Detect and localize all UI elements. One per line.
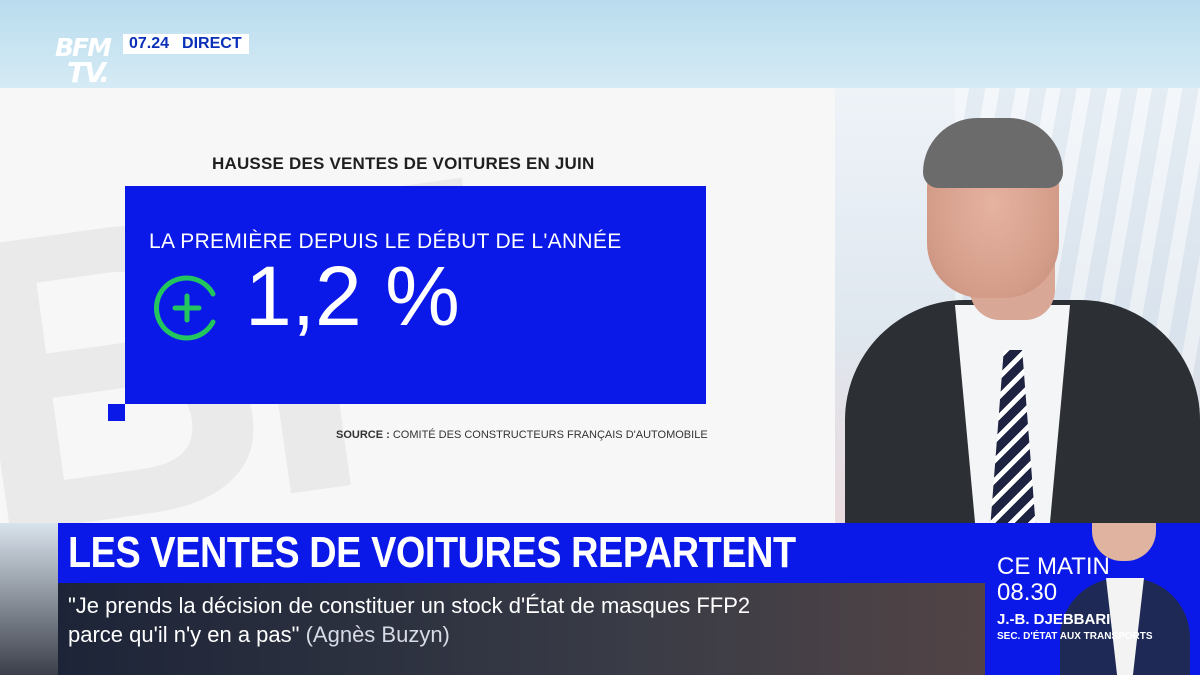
source-label: SOURCE : — [336, 429, 390, 441]
plus-circle-icon — [154, 275, 216, 341]
logo-line-2: TV. — [67, 56, 110, 89]
quote-author: (Agnès Buzyn) — [305, 622, 450, 647]
headline-banner: LES VENTES DE VOITURES REPARTENT — [58, 523, 985, 583]
promo-label: CE MATIN — [997, 553, 1110, 580]
source-text: COMITÉ DES CONSTRUCTEURS FRANÇAIS D'AUTO… — [392, 429, 708, 441]
guest-title: SEC. D'ÉTAT AUX TRANSPORTS — [997, 631, 1153, 642]
stat-card: LA PREMIÈRE DEPUIS LE DÉBUT DE L'ANNÉE 1… — [125, 186, 706, 404]
promo-time: 08.30 — [997, 579, 1058, 606]
card-corner-accent — [108, 404, 125, 421]
quote-line-2: parce qu'il n'y en a pas" (Agnès Buzyn) — [68, 622, 450, 648]
graphic-title: HAUSSE DES VENTES DE VOITURES EN JUIN — [212, 154, 595, 173]
live-label: DIRECT — [182, 35, 242, 52]
clock-time: 07.24 — [129, 35, 170, 52]
source-note: SOURCE : COMITÉ DES CONSTRUCTEURS FRANÇA… — [336, 429, 708, 441]
info-graphic-panel: BF HAUSSE DES VENTES DE VOITURES EN JUIN… — [0, 88, 835, 528]
logo-line-1: BFM — [55, 33, 112, 62]
quote-line-2-text: parce qu'il n'y en a pas" — [68, 622, 300, 647]
quote-line-1: "Je prends la décision de constituer un … — [68, 593, 751, 618]
lower-left-background — [0, 523, 58, 675]
live-indicator: 07.24 DIRECT — [123, 34, 249, 54]
presenter-hair — [923, 118, 1063, 188]
upcoming-guest-promo: CE MATIN 08.30 J.-B. DJEBBARI SEC. D'ÉTA… — [985, 523, 1200, 675]
stat-subtitle: LA PREMIÈRE DEPUIS LE DÉBUT DE L'ANNÉE — [149, 230, 622, 253]
quote-ticker: "Je prends la décision de constituer un … — [58, 583, 985, 675]
stat-value: 1,2 % — [245, 249, 460, 343]
guest-name: J.-B. DJEBBARI — [997, 611, 1111, 628]
headline-text: LES VENTES DE VOITURES REPARTENT — [68, 528, 796, 577]
bfmtv-logo: BFM TV. — [55, 33, 115, 89]
guest-portrait — [1060, 523, 1190, 675]
presenter — [835, 110, 1200, 530]
